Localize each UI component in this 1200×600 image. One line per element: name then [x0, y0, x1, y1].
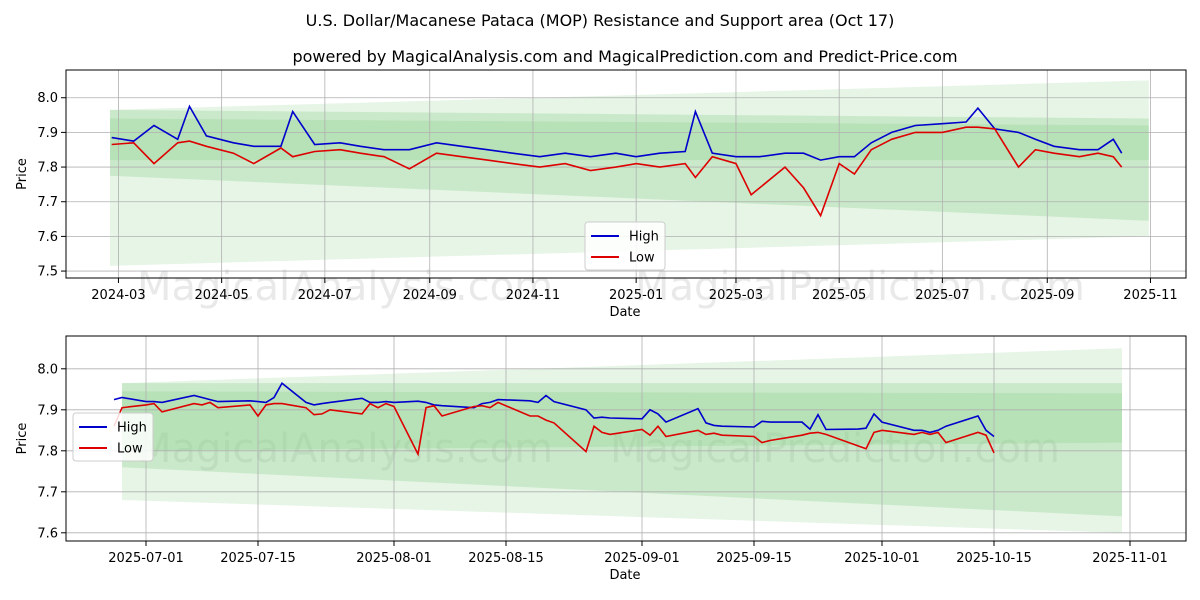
y-tick-label: 8.0	[37, 362, 58, 377]
x-tick-label: 2025-11-01	[1092, 551, 1168, 566]
legend: High Low	[584, 221, 666, 271]
x-tick-label: 2025-05	[812, 288, 866, 303]
legend-label-high: High	[117, 421, 147, 436]
y-axis-title: Price	[15, 423, 30, 455]
plot-frame	[65, 335, 1187, 542]
forecast-band-3	[109, 118, 1149, 161]
x-tick-label: 2025-08-15	[468, 551, 544, 566]
x-tick-label: 2025-08-01	[356, 551, 432, 566]
x-tick-label: 2025-10-15	[956, 551, 1032, 566]
x-tick-label: 2024-09	[403, 288, 457, 303]
series-line-low	[113, 401, 995, 457]
series-group	[113, 381, 995, 457]
legend-label-high: High	[629, 230, 659, 245]
series-line-low	[111, 126, 1123, 218]
x-tick-label: 2025-07	[915, 288, 969, 303]
x-tick-label: 2024-03	[91, 288, 145, 303]
x-tick-label: 2025-07-15	[220, 551, 296, 566]
chart-subtitle: powered by MagicalAnalysis.com and Magic…	[292, 47, 957, 66]
y-tick-label: 7.5	[37, 265, 58, 280]
watermark-text: MagicalAnalysis.com	[137, 264, 553, 310]
y-axis-title: Price	[15, 158, 30, 190]
plot-frame	[65, 69, 1187, 279]
bottom-chart-panel: MagicalAnalysis.com MagicalPrediction.com…	[15, 335, 1187, 583]
chart-title: U.S. Dollar/Macanese Pataca (MOP) Resist…	[306, 11, 895, 30]
y-tick-label: 7.6	[37, 526, 58, 541]
series-line-high	[111, 104, 1123, 161]
x-tick-label: 2024-05	[194, 288, 248, 303]
legend-label-low: Low	[117, 442, 143, 457]
series-group	[111, 104, 1123, 218]
x-tick-label: 2025-09	[1020, 288, 1074, 303]
forecast-band-1	[122, 348, 1122, 533]
y-tick-label: 7.8	[37, 444, 58, 459]
band-group	[122, 348, 1122, 533]
x-tick-label: 2025-09-01	[604, 551, 680, 566]
legend-label-low: Low	[629, 251, 655, 266]
series-line-high	[113, 381, 995, 438]
y-tick-label: 7.7	[37, 195, 58, 210]
forecast-band-1	[109, 80, 1149, 266]
grid-lines	[66, 336, 1186, 541]
y-tick-label: 7.8	[37, 161, 58, 176]
forecast-band-3	[122, 391, 1122, 451]
y-tick-label: 7.9	[37, 126, 58, 141]
legend: High Low	[72, 412, 154, 462]
x-axis-title: Date	[609, 305, 640, 320]
y-tick-label: 7.6	[37, 230, 58, 245]
top-chart-panel: MagicalAnalysis.com MagicalPrediction.com…	[15, 69, 1187, 320]
y-tick-label: 8.0	[37, 91, 58, 106]
watermark-text: MagicalPrediction.com	[610, 426, 1060, 472]
x-axis-title: Date	[609, 568, 640, 583]
x-tick-label: 2025-09-15	[716, 551, 792, 566]
x-tick-label: 2024-07	[298, 288, 352, 303]
watermark-text: MagicalAnalysis.com	[137, 426, 553, 472]
x-tick-label: 2025-11	[1123, 288, 1177, 303]
y-tick-label: 7.7	[37, 485, 58, 500]
y-tick-label: 7.9	[37, 403, 58, 418]
x-tick-label: 2024-11	[506, 288, 560, 303]
watermark-text: MagicalPrediction.com	[635, 264, 1085, 310]
x-tick-label: 2025-10-01	[844, 551, 920, 566]
x-tick-label: 2025-01	[609, 288, 663, 303]
x-tick-label: 2025-07-01	[108, 551, 184, 566]
x-tick-label: 2025-03	[709, 288, 763, 303]
